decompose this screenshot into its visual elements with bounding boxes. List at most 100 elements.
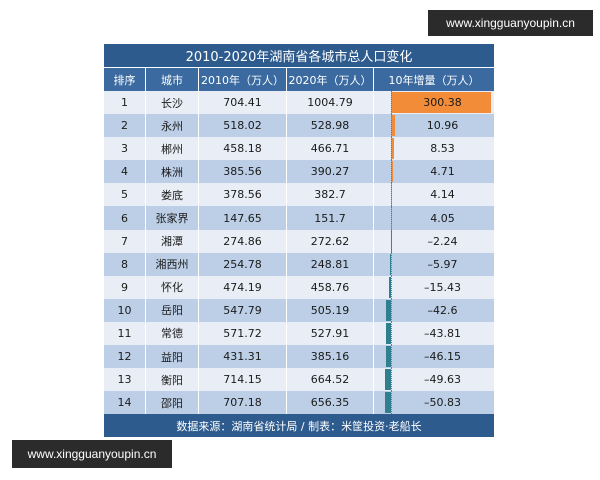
increase-bar xyxy=(391,115,395,137)
cell-city: 衡阳 xyxy=(146,368,199,392)
increase-bar xyxy=(386,322,391,345)
table-row: 13 衡阳 714.15 664.52 –49.63 xyxy=(104,368,494,392)
table-row: 6 张家界 147.65 151.7 4.05 xyxy=(104,206,494,230)
zero-line xyxy=(391,206,392,230)
increase-value: –15.43 xyxy=(424,280,461,294)
cell-city: 湘潭 xyxy=(146,229,199,253)
cell-increase: –5.97 xyxy=(374,252,494,276)
zero-line xyxy=(391,345,392,369)
cell-city: 湘西州 xyxy=(146,252,199,276)
table-row: 4 株洲 385.56 390.27 4.71 xyxy=(104,160,494,184)
zero-line xyxy=(391,298,392,322)
table-row: 11 常德 571.72 527.91 –43.81 xyxy=(104,321,494,346)
increase-bar xyxy=(385,369,391,391)
table-row: 9 怀化 474.19 458.76 –15.43 xyxy=(104,275,494,299)
table-row: 8 湘西州 254.78 248.81 –5.97 xyxy=(104,252,494,276)
cell-pop-2010: 474.19 xyxy=(199,275,287,299)
cell-increase: 4.14 xyxy=(374,183,494,207)
cell-city: 岳阳 xyxy=(146,298,199,322)
table-row: 10 岳阳 547.79 505.19 –42.6 xyxy=(104,298,494,322)
cell-pop-2010: 378.56 xyxy=(199,183,287,207)
cell-rank: 14 xyxy=(104,391,146,415)
zero-line xyxy=(391,160,392,184)
cell-pop-2010: 254.78 xyxy=(199,252,287,276)
increase-value: 4.05 xyxy=(430,211,455,225)
increase-bar xyxy=(385,346,391,368)
increase-value: 8.53 xyxy=(430,142,455,156)
zero-line xyxy=(391,91,392,115)
cell-increase: –49.63 xyxy=(374,368,494,392)
cell-rank: 7 xyxy=(104,229,146,253)
cell-increase: –50.83 xyxy=(374,391,494,415)
cell-pop-2010: 385.56 xyxy=(199,160,287,184)
cell-pop-2020: 466.71 xyxy=(287,137,374,161)
cell-increase: 4.71 xyxy=(374,160,494,184)
watermark-bottom: www.xingguanyoupin.cn xyxy=(12,440,172,468)
zero-line xyxy=(391,229,392,253)
increase-value: 4.14 xyxy=(430,188,455,202)
increase-bar xyxy=(389,276,391,298)
cell-pop-2010: 458.18 xyxy=(199,137,287,161)
increase-value: –42.6 xyxy=(427,303,458,317)
cell-pop-2020: 151.7 xyxy=(287,206,374,230)
zero-line xyxy=(391,137,392,161)
cell-increase: –42.6 xyxy=(374,298,494,322)
table-row: 12 益阳 431.31 385.16 –46.15 xyxy=(104,345,494,369)
cell-rank: 6 xyxy=(104,206,146,230)
cell-rank: 4 xyxy=(104,160,146,184)
zero-line xyxy=(391,275,392,299)
cell-pop-2010: 547.79 xyxy=(199,298,287,322)
header-row: 排序 城市 2010年（万人） 2020年（万人） 10年增量（万人） xyxy=(104,68,494,91)
zero-line xyxy=(391,391,392,415)
cell-pop-2020: 527.91 xyxy=(287,321,374,346)
cell-city: 张家界 xyxy=(146,206,199,230)
table-title: 2010-2020年湖南省各城市总人口变化 xyxy=(104,44,494,68)
header-rank: 排序 xyxy=(104,68,146,91)
table-row: 5 娄底 378.56 382.7 4.14 xyxy=(104,183,494,207)
cell-city: 娄底 xyxy=(146,183,199,207)
cell-rank: 11 xyxy=(104,321,146,346)
cell-pop-2010: 714.15 xyxy=(199,368,287,392)
cell-city: 怀化 xyxy=(146,275,199,299)
cell-rank: 2 xyxy=(104,114,146,138)
increase-bar xyxy=(386,299,391,321)
header-city: 城市 xyxy=(146,68,199,91)
cell-pop-2020: 390.27 xyxy=(287,160,374,184)
cell-city: 常德 xyxy=(146,321,199,346)
cell-increase: –43.81 xyxy=(374,321,494,346)
cell-city: 郴州 xyxy=(146,137,199,161)
cell-increase: 10.96 xyxy=(374,114,494,138)
cell-pop-2020: 382.7 xyxy=(287,183,374,207)
cell-pop-2010: 431.31 xyxy=(199,345,287,369)
cell-city: 邵阳 xyxy=(146,391,199,415)
zero-line xyxy=(391,368,392,392)
cell-increase: 8.53 xyxy=(374,137,494,161)
increase-value: –5.97 xyxy=(427,257,458,271)
table-row: 7 湘潭 274.86 272.62 –2.24 xyxy=(104,229,494,253)
increase-value: –46.15 xyxy=(424,350,461,364)
cell-pop-2010: 704.41 xyxy=(199,91,287,115)
cell-rank: 8 xyxy=(104,252,146,276)
increase-value: –43.81 xyxy=(424,326,461,340)
table-row: 1 长沙 704.41 1004.79 300.38 xyxy=(104,91,494,115)
cell-pop-2010: 707.18 xyxy=(199,391,287,415)
cell-increase: –15.43 xyxy=(374,275,494,299)
increase-value: 10.96 xyxy=(426,119,459,133)
increase-value: –2.24 xyxy=(427,234,458,248)
cell-pop-2010: 147.65 xyxy=(199,206,287,230)
zero-line xyxy=(391,252,392,276)
cell-increase: 300.38 xyxy=(374,91,494,115)
zero-line xyxy=(391,183,392,207)
cell-pop-2010: 571.72 xyxy=(199,321,287,346)
increase-value: 300.38 xyxy=(423,96,462,110)
cell-pop-2020: 248.81 xyxy=(287,252,374,276)
cell-city: 永州 xyxy=(146,114,199,138)
cell-rank: 12 xyxy=(104,345,146,369)
header-2010: 2010年（万人） xyxy=(199,68,287,91)
table-row: 14 邵阳 707.18 656.35 –50.83 xyxy=(104,391,494,415)
increase-bar xyxy=(391,138,394,160)
cell-pop-2010: 518.02 xyxy=(199,114,287,138)
cell-pop-2020: 272.62 xyxy=(287,229,374,253)
cell-pop-2020: 1004.79 xyxy=(287,91,374,115)
zero-line xyxy=(391,321,392,346)
